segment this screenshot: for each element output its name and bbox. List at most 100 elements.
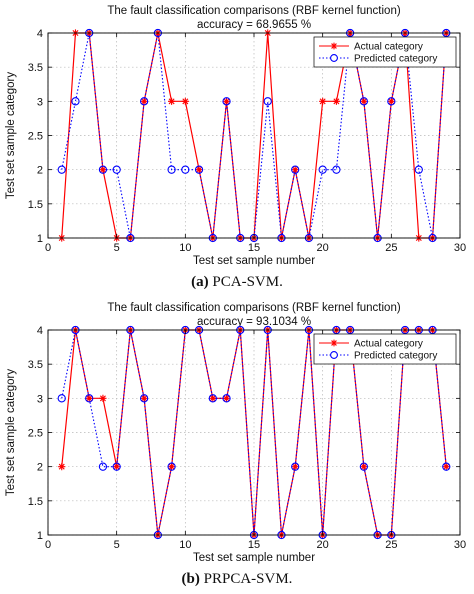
chart-a-ytick-label-0: 1 xyxy=(37,233,43,245)
chart-a-series-1-point-0 xyxy=(57,165,66,174)
chart-a-series-1-point-24 xyxy=(387,97,396,106)
chart-a-subtitle: accuracy = 68.9655 % xyxy=(197,19,311,31)
chart-a-series-1-line xyxy=(61,32,447,239)
chart-a-series-1-point-6 xyxy=(139,97,149,106)
chart-a-series-1-point-17 xyxy=(291,165,300,174)
chart-panel-b: The fault classification comparisons (RB… xyxy=(0,297,474,594)
chart-b-subtitle: accuracy = 93.1034 % xyxy=(197,316,311,328)
chart-a-title: The fault classification comparisons (RB… xyxy=(107,5,401,17)
chart-b-ytick-label-4: 3 xyxy=(37,393,43,405)
chart-a-series-1-point-9 xyxy=(181,165,190,174)
chart-a-series-1-point-3 xyxy=(98,165,108,174)
chart-panel-a: The fault classification comparisons (RB… xyxy=(0,5,474,291)
chart-a-legend-box xyxy=(313,36,457,68)
chart-b-series-1-point-22 xyxy=(359,462,369,471)
caption-b: (b) PRPCA-SVM. xyxy=(0,571,474,588)
chart-a-series-1-point-12 xyxy=(222,97,231,106)
chart-b-series-0-point-11 xyxy=(209,394,217,402)
chart-b-xtick-label-0: 0 xyxy=(45,539,51,551)
chart-b-series-0-point-3 xyxy=(99,394,107,402)
chart-b-legend-box xyxy=(313,333,457,365)
chart-b-legend-marker-0 xyxy=(330,339,338,347)
chart-b-ytick-label-3: 2.5 xyxy=(28,428,43,440)
chart-a-series-0-point-19 xyxy=(319,97,327,105)
chart-b-series-1-point-3 xyxy=(98,462,108,471)
caption-a: (a) PCA-SVM. xyxy=(0,274,474,291)
chart-b-xlabel: Test set sample number xyxy=(193,552,315,564)
chart-b-series-1-point-2 xyxy=(85,394,94,403)
caption-b-tag: (b) xyxy=(181,571,200,587)
chart-a-series-0-point-6 xyxy=(140,97,148,105)
chart-b-series-0-point-2 xyxy=(85,394,93,402)
chart-b-title: The fault classification comparisons (RB… xyxy=(107,302,401,314)
chart-a-legend-marker-0 xyxy=(330,42,338,50)
chart-b-xtick-label-3: 15 xyxy=(248,539,260,551)
chart-b-xtick-label-5: 25 xyxy=(385,539,397,551)
chart-a-ytick-label-3: 2.5 xyxy=(28,131,43,143)
chart-b-series-0-point-28 xyxy=(442,463,450,471)
chart-a-xlabel: Test set sample number xyxy=(193,255,315,267)
chart-a-xtick-label-0: 0 xyxy=(45,242,51,254)
chart-b-series-0-point-17 xyxy=(291,463,299,471)
chart-a-ytick-label-4: 3 xyxy=(37,96,43,108)
chart-a-ytick-label-2: 2 xyxy=(37,165,43,177)
chart-b-xtick-label-1: 5 xyxy=(114,539,120,551)
chart-a-series-1-point-4 xyxy=(112,165,121,174)
chart-a-series-0-point-9 xyxy=(181,97,189,105)
chart-a-series-0-point-17 xyxy=(291,166,299,174)
chart-b-ytick-label-0: 1 xyxy=(37,530,43,542)
chart-b-legend-marker-1 xyxy=(330,351,338,359)
chart-b-series-1-point-8 xyxy=(167,462,176,471)
chart-b-series-0-point-8 xyxy=(168,463,176,471)
caption-a-tag: (a) xyxy=(191,274,209,290)
chart-b-svg: The fault classification comparisons (RB… xyxy=(5,302,466,564)
chart-b-ytick-label-2: 2 xyxy=(37,462,43,474)
chart-b-xtick-label-6: 30 xyxy=(454,539,466,551)
chart-a-series-0-point-22 xyxy=(360,97,368,105)
chart-a-xtick-label-4: 20 xyxy=(317,242,329,254)
chart-b-ytick-label-6: 4 xyxy=(37,325,43,337)
chart-a-series-1-point-20 xyxy=(332,165,341,174)
chart-b-series-1-point-17 xyxy=(291,462,300,471)
chart-a-series-1-point-10 xyxy=(194,165,204,174)
chart-a-series-0-point-3 xyxy=(99,166,107,174)
chart-b-series-1-point-0 xyxy=(57,394,66,403)
caption-b-text: PRPCA-SVM. xyxy=(203,571,293,587)
chart-b-ytick-label-1: 1.5 xyxy=(28,496,43,508)
chart-a-series-1-point-15 xyxy=(263,97,272,106)
chart-a-series-1-point-1 xyxy=(71,97,80,106)
chart-a-series-1-point-19 xyxy=(318,165,327,174)
chart-b-legend-label-0: Actual category xyxy=(354,339,423,350)
chart-b-series-1-point-11 xyxy=(208,394,217,403)
chart-b-series-0-point-22 xyxy=(360,463,368,471)
chart-a-xtick-label-6: 30 xyxy=(454,242,466,254)
chart-b-series-0-point-4 xyxy=(113,463,121,471)
chart-b-legend-label-1: Predicted category xyxy=(354,351,437,362)
chart-a-ytick-label-1: 1.5 xyxy=(28,199,43,211)
chart-a-xtick-label-5: 25 xyxy=(385,242,397,254)
chart-a-legend-marker-1 xyxy=(330,54,338,62)
chart-a-ytick-label-6: 4 xyxy=(37,28,43,40)
chart-a-series-1-point-22 xyxy=(359,97,369,106)
chart-b-series-1-point-28 xyxy=(442,462,451,471)
chart-b-series-0-point-0 xyxy=(58,463,66,471)
chart-a-series-1-point-8 xyxy=(167,165,176,174)
chart-a-series-0-point-24 xyxy=(387,97,395,105)
chart-a-series-0-point-20 xyxy=(332,97,340,105)
chart-b-ytick-label-5: 3.5 xyxy=(28,359,43,371)
chart-a-legend-label-1: Predicted category xyxy=(354,54,437,65)
chart-b-series-1-point-4 xyxy=(112,462,121,471)
chart-a-series-0-point-12 xyxy=(222,97,231,105)
chart-a-xtick-label-1: 5 xyxy=(114,242,120,254)
chart-b-series-0-point-12 xyxy=(222,394,231,402)
chart-b-xtick-label-2: 10 xyxy=(179,539,191,551)
chart-b-series-0-point-6 xyxy=(140,394,148,402)
caption-a-text: PCA-SVM. xyxy=(212,274,283,290)
chart-b-ylabel: Test set sample category xyxy=(5,369,17,496)
chart-a-svg: The fault classification comparisons (RB… xyxy=(5,5,466,267)
chart-a-xtick-label-3: 15 xyxy=(248,242,260,254)
chart-b-xtick-label-4: 20 xyxy=(317,539,329,551)
chart-a-ytick-label-5: 3.5 xyxy=(28,62,43,74)
chart-a-series-1-point-26 xyxy=(414,165,423,174)
chart-a-legend-label-0: Actual category xyxy=(354,42,423,53)
